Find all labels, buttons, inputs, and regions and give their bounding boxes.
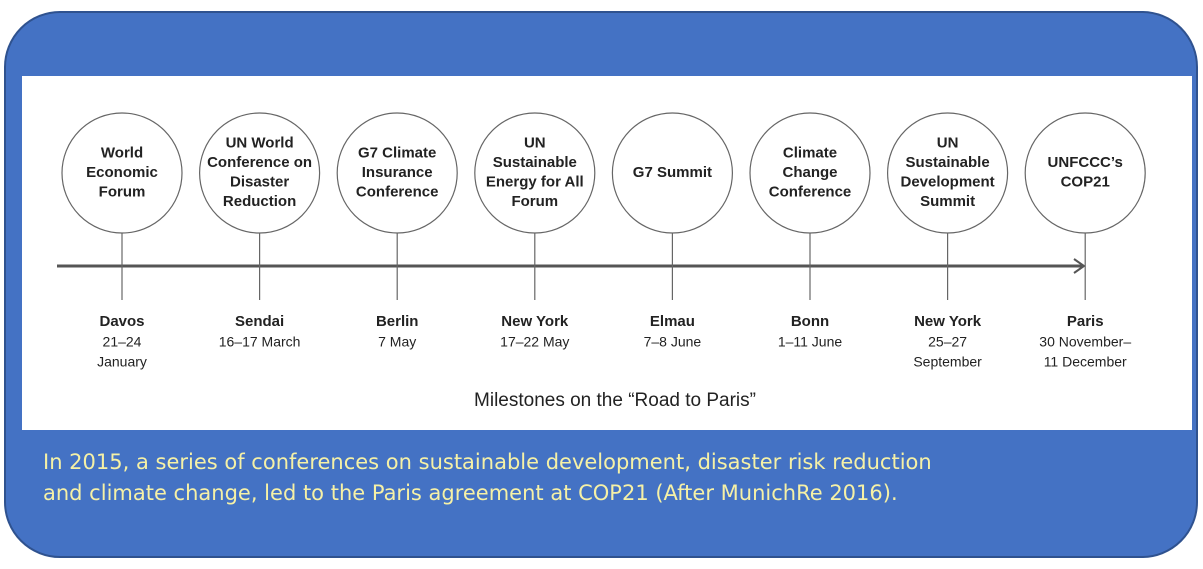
- milestone-date: 30 November–: [1039, 334, 1131, 350]
- milestone-location: Sendai: [235, 313, 284, 330]
- figure-panel: [22, 76, 1192, 430]
- milestone-location: New York: [914, 313, 982, 330]
- milestone-label: Insurance: [362, 164, 433, 181]
- milestone-date: 17–22 May: [500, 334, 569, 350]
- milestone-date: 11 December: [1044, 354, 1127, 370]
- milestone-label: Summit: [920, 193, 975, 210]
- milestone-label: Economic: [86, 164, 158, 181]
- milestone-label: UN: [937, 135, 959, 152]
- milestone-circle: [886, 112, 1009, 234]
- milestone-label: Conference: [769, 183, 852, 200]
- milestone-date: 25–27: [928, 334, 967, 350]
- footer-line: and climate change, led to the Paris agr…: [43, 481, 898, 505]
- milestone-label: Sustainable: [905, 154, 989, 171]
- milestone-label: Forum: [99, 183, 146, 200]
- milestone-location: New York: [501, 313, 569, 330]
- milestone-label: UN: [524, 135, 546, 152]
- milestone-label: UNFCCC’s: [1048, 154, 1123, 171]
- milestone-circle: [61, 112, 183, 234]
- milestone-location: Berlin: [376, 313, 419, 330]
- milestone-date: 16–17 March: [219, 334, 301, 350]
- milestone-date: 21–24: [103, 334, 142, 350]
- milestone-label: Disaster: [230, 174, 289, 191]
- milestone-date: 1–11 June: [778, 334, 843, 350]
- milestone-label: Conference: [356, 183, 439, 200]
- milestone-label: Conference on: [207, 154, 312, 171]
- milestone-label: Reduction: [223, 193, 296, 210]
- milestone-location: Bonn: [791, 313, 829, 330]
- milestone-date: 7–8 June: [644, 334, 702, 350]
- footer-line: In 2015, a series of conferences on sust…: [43, 450, 932, 474]
- milestone-circle: [336, 112, 458, 234]
- milestone-circle: [611, 112, 734, 234]
- milestone-label: Forum: [511, 193, 558, 210]
- milestone-location: Elmau: [650, 313, 695, 330]
- milestone-location: Paris: [1067, 313, 1104, 330]
- milestone-date: September: [913, 354, 982, 370]
- milestone-label: UN World: [226, 135, 294, 152]
- milestone-location: Davos: [99, 313, 144, 330]
- milestone-label: Sustainable: [493, 154, 577, 171]
- milestone-label: Change: [782, 164, 837, 181]
- milestone-label: Development: [900, 174, 994, 191]
- milestone-circle: [199, 112, 321, 234]
- milestone-label: World: [101, 144, 143, 161]
- milestone-label: Energy for All: [486, 174, 584, 191]
- milestone-circle: [474, 112, 596, 234]
- caption: Milestones on the “Road to Paris”: [474, 390, 756, 411]
- milestone-label: COP21: [1061, 174, 1110, 191]
- timeline-arrow: [1073, 258, 1086, 274]
- milestone-date: January: [97, 354, 147, 370]
- milestone-circle: [1024, 112, 1146, 234]
- milestone-label: G7 Climate: [358, 144, 436, 161]
- milestone-label: Climate: [783, 144, 837, 161]
- milestone-date: 7 May: [378, 334, 416, 350]
- milestone-circle: [749, 112, 871, 234]
- milestone-label: G7 Summit: [633, 164, 712, 181]
